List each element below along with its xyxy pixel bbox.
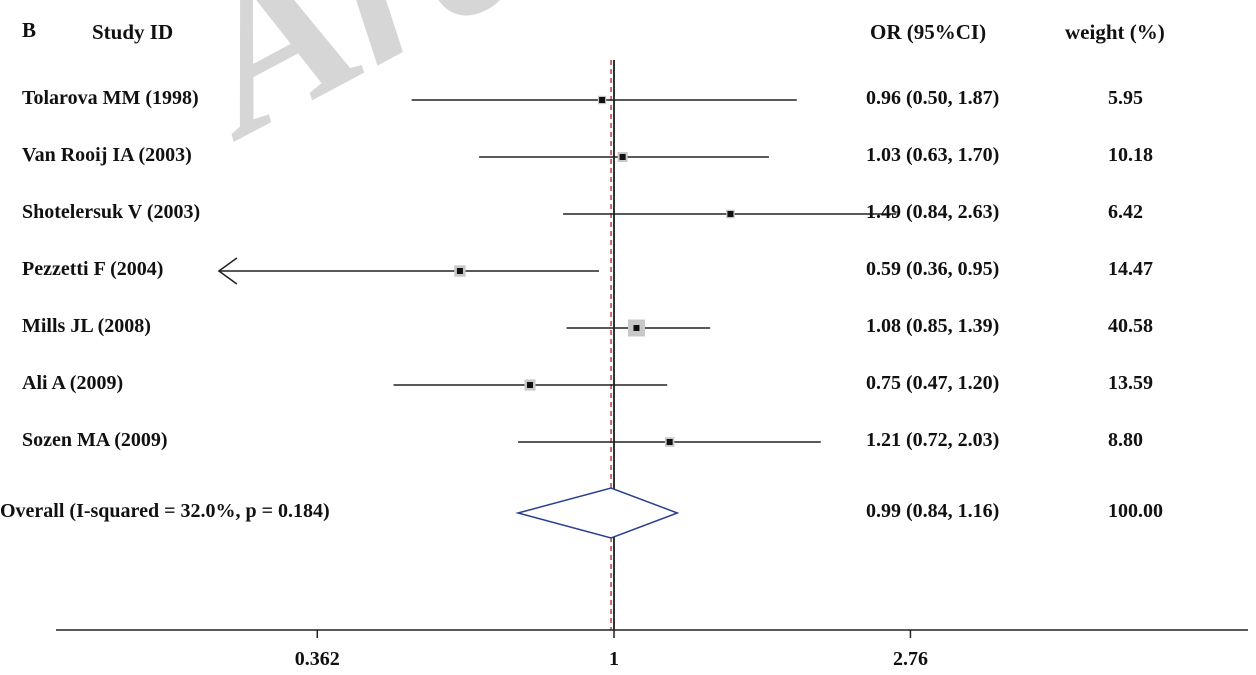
point-estimate	[526, 382, 533, 388]
point-estimate	[727, 211, 734, 217]
weight-label: 5.95	[1108, 87, 1143, 109]
x-tick-label: 2.76	[892, 648, 928, 670]
effect-column-header: OR (95%CI)	[870, 20, 987, 44]
ci-arrow	[217, 257, 238, 285]
study-column-header: Study ID	[92, 20, 174, 44]
or-label: 1.03 (0.63, 1.70)	[866, 144, 1000, 166]
weight-label: 14.47	[1108, 258, 1153, 280]
overall-diamond	[515, 487, 680, 539]
weight-column-header: weight (%)	[1065, 20, 1165, 44]
study-label: Pezzetti F (2004)	[22, 258, 164, 280]
or-label: 1.49 (0.84, 2.63)	[866, 201, 1000, 223]
or-label: 0.75 (0.47, 1.20)	[866, 372, 1000, 394]
study-label: Sozen MA (2009)	[22, 429, 168, 451]
weight-label: 13.59	[1108, 372, 1153, 394]
point-estimate	[619, 154, 626, 160]
or-label: 1.08 (0.85, 1.39)	[866, 315, 1000, 337]
study-label: Ali A (2009)	[22, 372, 124, 394]
weight-label: 40.58	[1108, 315, 1153, 337]
study-label: Mills JL (2008)	[22, 315, 151, 337]
study-label: Tolarova MM (1998)	[22, 87, 199, 109]
x-tick-label: 0.362	[294, 648, 340, 670]
x-tick-label: 1	[609, 648, 619, 670]
study-label: Shotelersuk V (2003)	[22, 201, 201, 223]
or-label: 1.21 (0.72, 2.03)	[866, 429, 1000, 451]
overall-or-label: 0.99 (0.84, 1.16)	[866, 500, 1000, 522]
panel-label: B	[22, 18, 37, 42]
point-estimate	[456, 268, 463, 274]
or-label: 0.96 (0.50, 1.87)	[866, 87, 1000, 109]
overall-label: Overall (I-squared = 32.0%, p = 0.184)	[0, 500, 330, 522]
weight-label: 6.42	[1108, 201, 1143, 223]
point-estimate	[599, 97, 606, 103]
point-estimate	[633, 325, 640, 331]
study-label: Van Rooij IA (2003)	[22, 144, 192, 166]
weight-label: 8.80	[1108, 429, 1143, 451]
overall-weight-label: 100.00	[1108, 500, 1163, 522]
or-label: 0.59 (0.36, 0.95)	[866, 258, 1000, 280]
weight-label: 10.18	[1108, 144, 1153, 166]
point-estimate	[666, 439, 673, 445]
